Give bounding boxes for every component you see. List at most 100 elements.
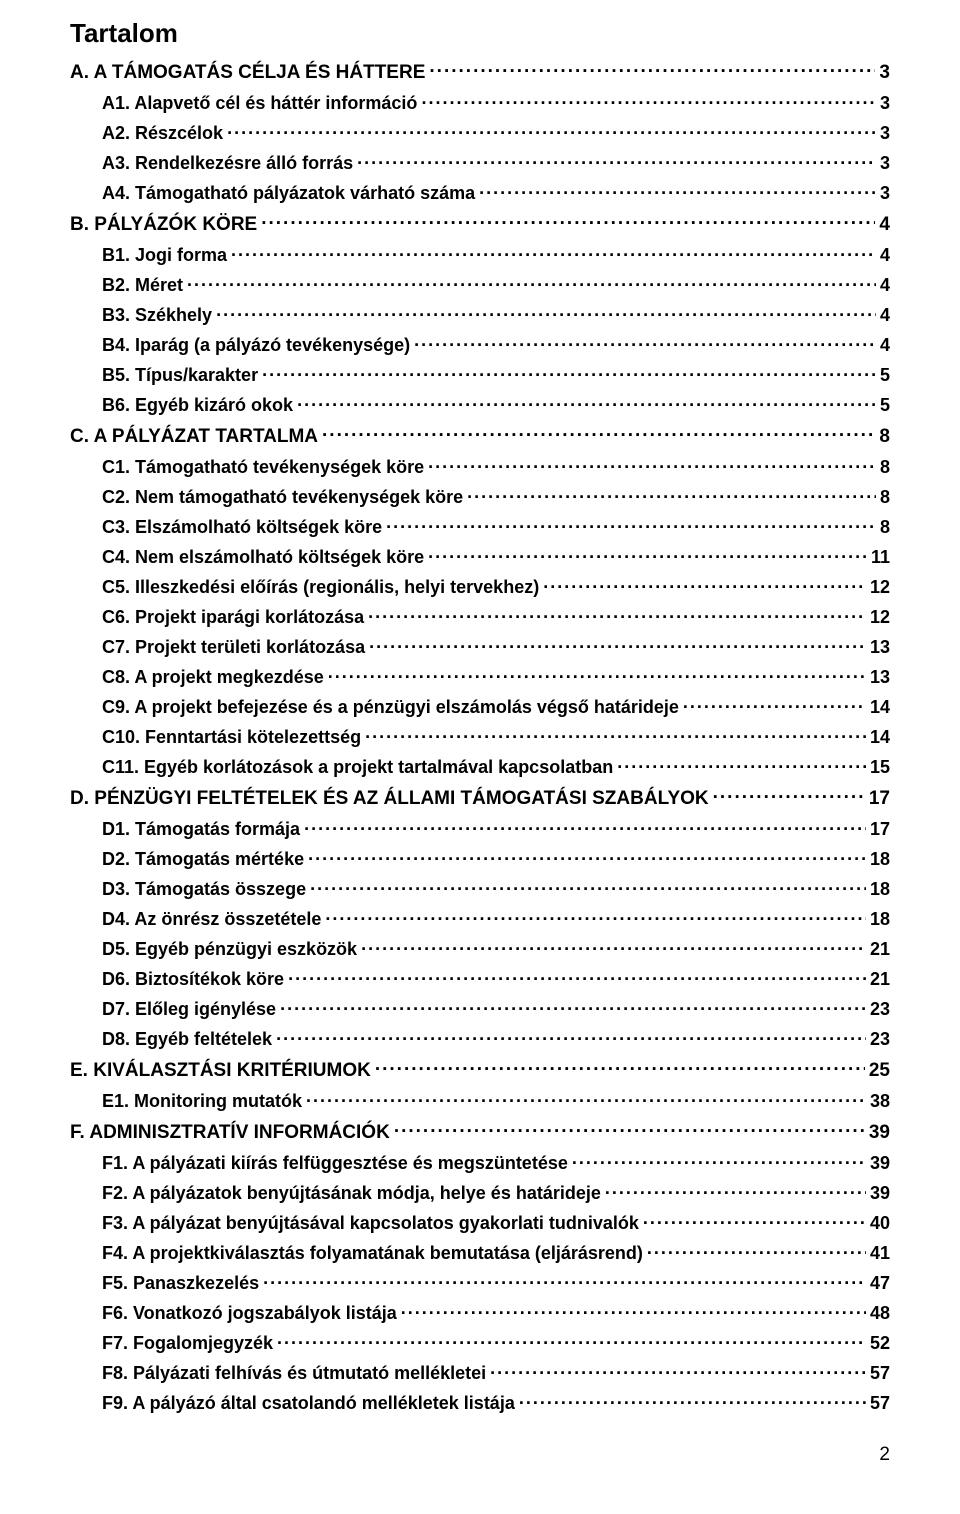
toc-title: Tartalom [70, 18, 890, 49]
toc-leader [543, 575, 866, 593]
toc-entry[interactable]: C7. Projekt területi korlátozása 13 [70, 635, 890, 658]
toc-leader [414, 333, 876, 351]
toc-entry[interactable]: A. A TÁMOGATÁS CÉLJA ÉS HÁTTERE 3 [70, 59, 890, 84]
toc-entry[interactable]: A3. Rendelkezésre álló forrás3 [70, 151, 890, 174]
toc-entry-page: 5 [880, 365, 890, 386]
toc-entry[interactable]: A4. Támogatható pályázatok várható száma… [70, 181, 890, 204]
toc-leader [369, 635, 866, 653]
toc-entry[interactable]: B4. Iparág (a pályázó tevékenysége)4 [70, 333, 890, 356]
toc-entry-label: C11. Egyéb korlátozások a projekt tartal… [102, 757, 613, 778]
toc-entry-page: 13 [870, 637, 890, 658]
toc-entry[interactable]: C4. Nem elszámolható költségek köre11 [70, 545, 890, 568]
toc-entry[interactable]: B3. Székhely4 [70, 303, 890, 326]
toc-entry-page: 12 [870, 607, 890, 628]
toc-entry[interactable]: F6. Vonatkozó jogszabályok listája 48 [70, 1301, 890, 1324]
toc-entry-label: D3. Támogatás összege [102, 879, 306, 900]
toc-entry[interactable]: D6. Biztosítékok köre 21 [70, 967, 890, 990]
toc-entry[interactable]: A1. Alapvető cél és háttér információ3 [70, 91, 890, 114]
toc-entry[interactable]: B. PÁLYÁZÓK KÖRE 4 [70, 211, 890, 236]
page-container: Tartalom A. A TÁMOGATÁS CÉLJA ÉS HÁTTERE… [0, 0, 960, 1496]
toc-entry-page: 52 [870, 1333, 890, 1354]
toc-entry[interactable]: D7. Előleg igénylése23 [70, 997, 890, 1020]
toc-entry[interactable]: C1. Támogatható tevékenységek köre8 [70, 455, 890, 478]
toc-entry[interactable]: F7. Fogalomjegyzék52 [70, 1331, 890, 1354]
toc-entry-label: D6. Biztosítékok köre [102, 969, 284, 990]
toc-leader [467, 485, 876, 503]
toc-entry-label: E. KIVÁLASZTÁSI KRITÉRIUMOK [70, 1060, 371, 1082]
toc-entry-page: 48 [870, 1303, 890, 1324]
toc-entry[interactable]: C9. A projekt befejezése és a pénzügyi e… [70, 695, 890, 718]
toc-leader [386, 515, 876, 533]
toc-entry-page: 38 [870, 1091, 890, 1112]
toc-entry[interactable]: D3. Támogatás összege18 [70, 877, 890, 900]
toc-list: A. A TÁMOGATÁS CÉLJA ÉS HÁTTERE 3 A1. Alap… [70, 59, 890, 1414]
toc-entry[interactable]: C11. Egyéb korlátozások a projekt tartal… [70, 755, 890, 778]
toc-entry[interactable]: D1. Támogatás formája17 [70, 817, 890, 840]
toc-entry[interactable]: F4. A projektkiválasztás folyamatának be… [70, 1241, 890, 1264]
toc-entry[interactable]: C2. Nem támogatható tevékenységek köre8 [70, 485, 890, 508]
toc-entry[interactable]: F5. Panaszkezelés47 [70, 1271, 890, 1294]
toc-entry-page: 4 [879, 214, 890, 236]
toc-leader [394, 1119, 865, 1138]
toc-entry-label: C7. Projekt területi korlátozása [102, 637, 365, 658]
toc-entry[interactable]: C5. Illeszkedési előírás (regionális, he… [70, 575, 890, 598]
toc-entry-label: D. PÉNZÜGYI FELTÉTELEK ÉS AZ ÁLLAMI TÁMO… [70, 788, 709, 810]
toc-leader [261, 211, 875, 230]
toc-entry[interactable]: D5. Egyéb pénzügyi eszközök21 [70, 937, 890, 960]
toc-entry[interactable]: E1. Monitoring mutatók38 [70, 1089, 890, 1112]
toc-leader [375, 1057, 865, 1076]
toc-entry[interactable]: C. A PÁLYÁZAT TARTALMA8 [70, 423, 890, 448]
page-number: 2 [70, 1444, 890, 1466]
toc-leader [428, 455, 876, 473]
toc-entry-label: C4. Nem elszámolható költségek köre [102, 547, 424, 568]
toc-entry[interactable]: F3. A pályázat benyújtásával kapcsolatos… [70, 1211, 890, 1234]
toc-leader [647, 1241, 866, 1259]
toc-leader [328, 665, 866, 683]
toc-entry[interactable]: E. KIVÁLASZTÁSI KRITÉRIUMOK25 [70, 1057, 890, 1082]
toc-entry[interactable]: C3. Elszámolható költségek köre8 [70, 515, 890, 538]
toc-entry-label: F6. Vonatkozó jogszabályok listája [102, 1303, 397, 1324]
toc-entry-page: 39 [869, 1122, 890, 1144]
toc-entry-label: B3. Székhely [102, 305, 212, 326]
toc-entry[interactable]: D4. Az önrész összetétele18 [70, 907, 890, 930]
toc-entry[interactable]: B6. Egyéb kizáró okok5 [70, 393, 890, 416]
toc-leader [368, 605, 866, 623]
toc-entry-page: 3 [879, 62, 890, 84]
toc-entry[interactable]: B1. Jogi forma4 [70, 243, 890, 266]
toc-entry[interactable]: D8. Egyéb feltételek 23 [70, 1027, 890, 1050]
toc-entry[interactable]: F1. A pályázati kiírás felfüggesztése és… [70, 1151, 890, 1174]
toc-entry-page: 21 [870, 969, 890, 990]
toc-entry[interactable]: F. ADMINISZTRATÍV INFORMÁCIÓK39 [70, 1119, 890, 1144]
toc-entry-label: D8. Egyéb feltételek [102, 1029, 272, 1050]
toc-entry[interactable]: F8. Pályázati felhívás és útmutató mellé… [70, 1361, 890, 1384]
toc-entry-label: B5. Típus/karakter [102, 365, 258, 386]
toc-entry[interactable]: F9. A pályázó által csatolandó melléklet… [70, 1391, 890, 1414]
toc-entry-label: A. A TÁMOGATÁS CÉLJA ÉS HÁTTERE [70, 62, 425, 84]
toc-entry-page: 17 [870, 819, 890, 840]
toc-entry[interactable]: B5. Típus/karakter 5 [70, 363, 890, 386]
toc-leader [231, 243, 876, 261]
toc-entry-label: C2. Nem támogatható tevékenységek köre [102, 487, 463, 508]
toc-entry[interactable]: F2. A pályázatok benyújtásának módja, he… [70, 1181, 890, 1204]
toc-entry-label: F1. A pályázati kiírás felfüggesztése és… [102, 1153, 568, 1174]
toc-entry-page: 40 [870, 1213, 890, 1234]
toc-entry[interactable]: C6. Projekt iparági korlátozása12 [70, 605, 890, 628]
toc-entry-page: 15 [870, 757, 890, 778]
toc-entry-page: 23 [870, 999, 890, 1020]
toc-entry[interactable]: D. PÉNZÜGYI FELTÉTELEK ÉS AZ ÁLLAMI TÁMO… [70, 785, 890, 810]
toc-leader [428, 545, 867, 563]
toc-leader [310, 877, 866, 895]
toc-entry-page: 41 [870, 1243, 890, 1264]
toc-leader [713, 785, 865, 804]
toc-entry[interactable]: D2. Támogatás mértéke18 [70, 847, 890, 870]
toc-entry[interactable]: A2. Részcélok3 [70, 121, 890, 144]
toc-entry-page: 3 [880, 183, 890, 204]
toc-entry-page: 23 [870, 1029, 890, 1050]
toc-entry-label: B. PÁLYÁZÓK KÖRE [70, 214, 257, 236]
toc-entry-page: 4 [880, 245, 890, 266]
toc-entry[interactable]: C10. Fenntartási kötelezettség14 [70, 725, 890, 748]
toc-leader [617, 755, 866, 773]
toc-entry[interactable]: C8. A projekt megkezdése13 [70, 665, 890, 688]
toc-entry[interactable]: B2. Méret4 [70, 273, 890, 296]
toc-entry-label: D4. Az önrész összetétele [102, 909, 321, 930]
